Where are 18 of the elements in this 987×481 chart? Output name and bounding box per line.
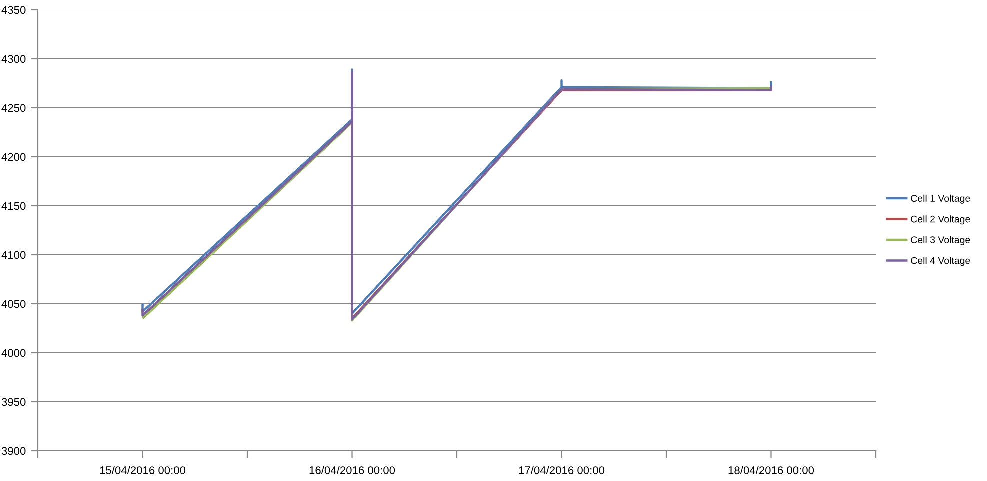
y-tick-label: 4250: [2, 104, 26, 112]
y-tick-label: 4350: [2, 6, 26, 14]
y-tick-label: 4200: [2, 153, 26, 162]
legend-label: Cell 2 Voltage: [911, 216, 970, 225]
legend-label: Cell 3 Voltage: [911, 236, 970, 246]
y-tick-label: 4150: [2, 202, 26, 210]
y-tick-label: 4300: [2, 55, 26, 64]
y-tick-label: 3950: [2, 398, 26, 406]
y-tick-label: 4000: [2, 349, 26, 358]
legend-label: Cell 1 Voltage: [911, 194, 970, 204]
y-tick-label: 4100: [2, 251, 26, 260]
x-tick-label: 16/04/2016 00:00: [310, 466, 396, 474]
x-tick-label: 15/04/2016 00:00: [100, 466, 186, 474]
x-tick-label: 17/04/2016 00:00: [519, 466, 605, 474]
x-tick-label: 18/04/2016 00:00: [728, 466, 814, 474]
y-tick-label: 3900: [2, 447, 26, 456]
y-tick-label: 4050: [2, 300, 26, 308]
legend-label: Cell 4 Voltage: [911, 257, 970, 266]
